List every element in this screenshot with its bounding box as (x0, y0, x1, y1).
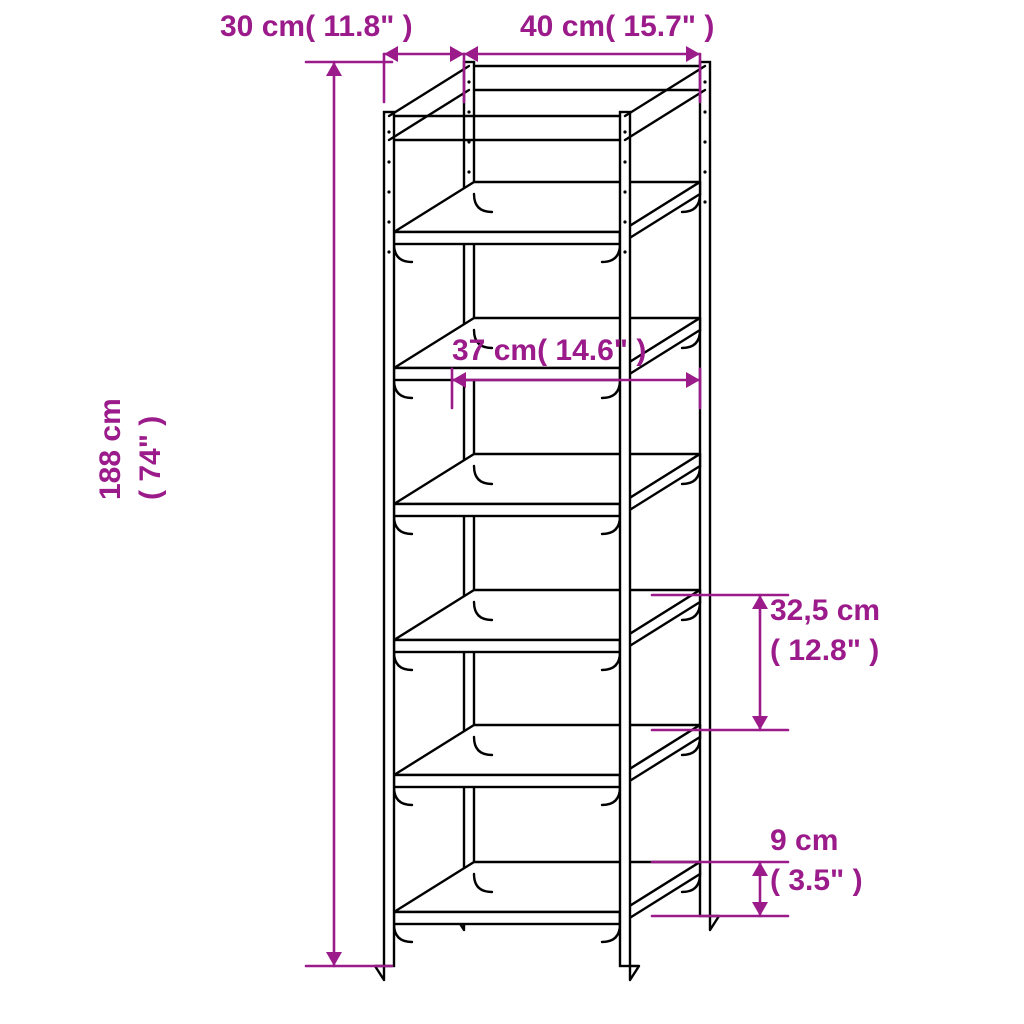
dim-width-label: 40 cm( 15.7" ) (520, 10, 714, 43)
dim-height-label-2: ( 74" ) (134, 416, 167, 500)
shelf-tier (394, 182, 700, 262)
shelf-tier (394, 454, 700, 534)
dim-inner-width-label: 37 cm( 14.6" ) (452, 334, 646, 367)
shelf-drawing (375, 62, 719, 980)
shelf-tier (394, 862, 700, 942)
dim-width: 40 cm( 15.7" ) (464, 10, 714, 62)
dim-depth-label: 30 cm( 11.8" ) (220, 10, 413, 43)
shelf-tier (394, 725, 700, 805)
shelf-tier (394, 590, 700, 670)
dimension-diagram: 30 cm( 11.8" ) 40 cm( 15.7" ) 188 cm( 74" … (0, 0, 1024, 1024)
dim-tier-gap-label-2: ( 12.8" ) (770, 634, 879, 667)
dim-tier-gap-label-1: 32,5 cm (770, 594, 880, 627)
dim-height-label-1: 188 cm (94, 398, 127, 500)
dim-height: 188 cm( 74" ) (94, 62, 342, 966)
dim-depth: 30 cm( 11.8" ) (220, 10, 464, 62)
dim-tier-gap: 32,5 cm ( 12.8" ) (752, 594, 880, 730)
dim-foot-gap: 9 cm ( 3.5" ) (752, 824, 863, 916)
dim-foot-gap-label-2: ( 3.5" ) (770, 864, 863, 897)
dim-foot-gap-label-1: 9 cm (770, 824, 838, 857)
